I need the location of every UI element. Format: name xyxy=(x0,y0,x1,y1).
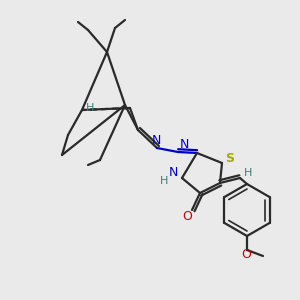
Text: N: N xyxy=(151,134,161,148)
Text: H: H xyxy=(86,103,94,113)
Text: N: N xyxy=(168,167,178,179)
Text: O: O xyxy=(241,248,251,262)
Text: O: O xyxy=(182,209,192,223)
Text: N: N xyxy=(179,139,189,152)
Text: H: H xyxy=(244,168,252,178)
Text: H: H xyxy=(160,176,168,186)
Text: S: S xyxy=(226,152,235,164)
